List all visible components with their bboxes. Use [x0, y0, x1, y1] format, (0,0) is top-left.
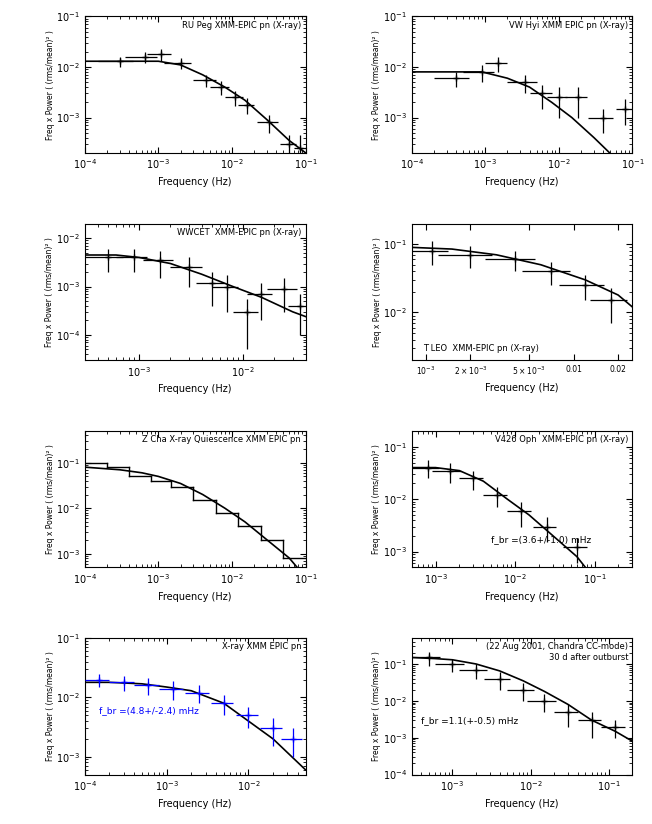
Y-axis label: Freq x Power ( (rms/mean)² ): Freq x Power ( (rms/mean)² ) — [372, 237, 381, 347]
Y-axis label: Freq x Power ( (rms/mean)² ): Freq x Power ( (rms/mean)² ) — [46, 444, 55, 554]
Y-axis label: Freq x Power ( (rms/mean)² ): Freq x Power ( (rms/mean)² ) — [46, 30, 55, 139]
X-axis label: Frequency (Hz): Frequency (Hz) — [158, 384, 232, 395]
Text: (22 Aug 2001, Chandra CC-mode)
30 d after outburst: (22 Aug 2001, Chandra CC-mode) 30 d afte… — [486, 642, 628, 662]
Text: T LEO  XMM-EPIC pn (X-ray): T LEO XMM-EPIC pn (X-ray) — [422, 344, 539, 353]
Y-axis label: Freq x Power ( (rms/mean)² ): Freq x Power ( (rms/mean)² ) — [372, 30, 381, 139]
X-axis label: Frequency (Hz): Frequency (Hz) — [158, 177, 232, 187]
Y-axis label: Freq x Power ( (rms/mean)² ): Freq x Power ( (rms/mean)² ) — [372, 652, 381, 761]
Text: f_br =1.1(+-0.5) mHz: f_br =1.1(+-0.5) mHz — [421, 716, 518, 725]
Y-axis label: Freq x Power ( (rms/mean)² ): Freq x Power ( (rms/mean)² ) — [372, 444, 381, 554]
Text: X-ray XMM EPIC pn: X-ray XMM EPIC pn — [222, 642, 301, 651]
X-axis label: Frequency (Hz): Frequency (Hz) — [485, 592, 559, 602]
X-axis label: Frequency (Hz): Frequency (Hz) — [485, 383, 559, 393]
Text: f_br =(4.8+/-2.4) mHz: f_br =(4.8+/-2.4) mHz — [99, 706, 199, 715]
X-axis label: Frequency (Hz): Frequency (Hz) — [485, 798, 559, 809]
Text: V426 Oph  XMM-EPIC pn (X-ray): V426 Oph XMM-EPIC pn (X-ray) — [495, 435, 628, 444]
Y-axis label: Freq x Power ( (rms/mean)² ): Freq x Power ( (rms/mean)² ) — [45, 237, 54, 347]
X-axis label: Frequency (Hz): Frequency (Hz) — [158, 798, 232, 809]
Text: Z Cha X-ray Quiescence XMM EPIC pn: Z Cha X-ray Quiescence XMM EPIC pn — [142, 435, 301, 444]
Y-axis label: Freq x Power ( (rms/mean)² ): Freq x Power ( (rms/mean)² ) — [46, 652, 55, 761]
Text: WWCET  XMM-EPIC pn (X-ray): WWCET XMM-EPIC pn (X-ray) — [177, 227, 301, 236]
Text: VW Hyi XMM EPIC pn (X-ray): VW Hyi XMM EPIC pn (X-ray) — [509, 21, 628, 30]
Text: RU Peg XMM-EPIC pn (X-ray): RU Peg XMM-EPIC pn (X-ray) — [182, 21, 301, 30]
Text: f_br =(3.6+/-1.0) mHz: f_br =(3.6+/-1.0) mHz — [491, 536, 591, 545]
X-axis label: Frequency (Hz): Frequency (Hz) — [158, 592, 232, 602]
X-axis label: Frequency (Hz): Frequency (Hz) — [485, 177, 559, 187]
